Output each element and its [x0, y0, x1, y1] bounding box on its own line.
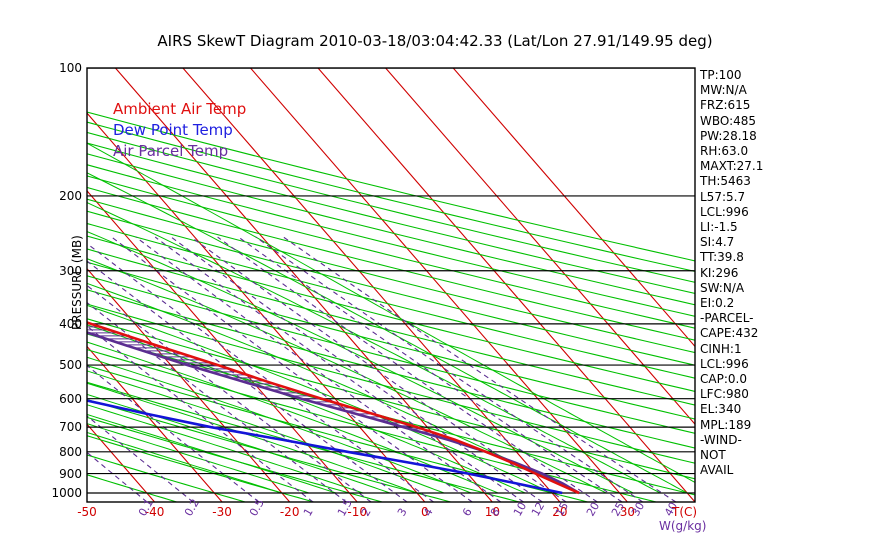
- bottom-temp-tick: 0: [420, 505, 429, 519]
- bottom-temp-tick: -40: [144, 505, 165, 519]
- pressure-tick: 1000: [51, 485, 82, 500]
- sounding-parameter: NOT: [700, 448, 726, 463]
- sounding-parameter: EI:0.2: [700, 296, 735, 311]
- sounding-parameter: MPL:189: [700, 417, 752, 432]
- sounding-parameter: LCL:996: [700, 356, 749, 371]
- sounding-parameter: TT:39.8: [700, 250, 744, 265]
- pressure-tick: 200: [59, 188, 82, 203]
- bottom-temp-tick: 30: [619, 505, 636, 519]
- page-title: AIRS SkewT Diagram 2010-03-18/03:04:42.3…: [157, 32, 713, 50]
- sounding-parameter: EL:340: [700, 402, 742, 417]
- sounding-parameter: MW:N/A: [700, 83, 747, 98]
- sounding-parameter: CAP:0.0: [700, 372, 747, 387]
- sounding-parameter: L57:5.7: [700, 189, 746, 204]
- sounding-parameter: -WIND-: [700, 432, 742, 447]
- legend-air-parcel-temp: Air Parcel Temp: [113, 142, 229, 160]
- bottom-temp-tick: -50: [77, 505, 97, 519]
- legend-ambient-air-temp: Ambient Air Temp: [113, 100, 247, 118]
- sounding-parameter: -PARCEL-: [700, 311, 754, 326]
- sounding-parameter: SI:4.7: [700, 235, 735, 250]
- pressure-tick: 700: [59, 420, 82, 435]
- pressure-axis-label: PRESSURE (MB): [70, 235, 84, 330]
- pressure-tick: 100: [59, 61, 82, 75]
- pressure-tick: 900: [59, 466, 82, 481]
- sounding-parameter: KI:296: [700, 265, 739, 280]
- legend-dew-point-temp: Dew Point Temp: [113, 121, 233, 139]
- pressure-tick: 300: [59, 263, 82, 278]
- bottom-temp-tick: -30: [212, 505, 232, 519]
- bottom-temp-tick: 10: [484, 505, 500, 519]
- sounding-parameter: PW:28.18: [700, 128, 757, 143]
- pressure-tick: 500: [59, 358, 82, 373]
- sounding-parameter: FRZ:615: [700, 98, 751, 113]
- pressure-tick: 600: [59, 391, 82, 406]
- sounding-parameter: LFC:980: [700, 387, 749, 402]
- pressure-tick: 400: [59, 316, 82, 331]
- bottom-temp-tick: -20: [279, 505, 300, 519]
- bottom-temp-tick: -10: [347, 505, 368, 519]
- sounding-parameter: TH:5463: [700, 174, 751, 189]
- sounding-parameter: CINH:1: [700, 341, 742, 356]
- pressure-tick: 800: [59, 444, 82, 459]
- mixing-ratio-unit-label: W(g/kg): [659, 519, 707, 533]
- sounding-parameter: MAXT:27.1: [700, 159, 764, 174]
- temperature-unit-label: T(C): [672, 505, 698, 519]
- bottom-temp-tick: 20: [552, 505, 568, 519]
- sounding-parameter: LCL:996: [700, 204, 749, 219]
- sounding-parameter-list: TP:100 MW:N/A FRZ:615 WBO:485 PW:28.18 RH:63.…: [700, 68, 820, 478]
- sounding-parameter: TP:100: [700, 68, 742, 82]
- sounding-parameter: AVAIL: [700, 463, 734, 478]
- sounding-parameter: WBO:485: [700, 113, 757, 128]
- sounding-parameter: RH:63.0: [700, 144, 749, 159]
- sounding-parameter: CAPE:432: [700, 326, 759, 341]
- sounding-parameter: LI:-1.5: [700, 220, 738, 235]
- sounding-parameter: SW:N/A: [700, 280, 745, 295]
